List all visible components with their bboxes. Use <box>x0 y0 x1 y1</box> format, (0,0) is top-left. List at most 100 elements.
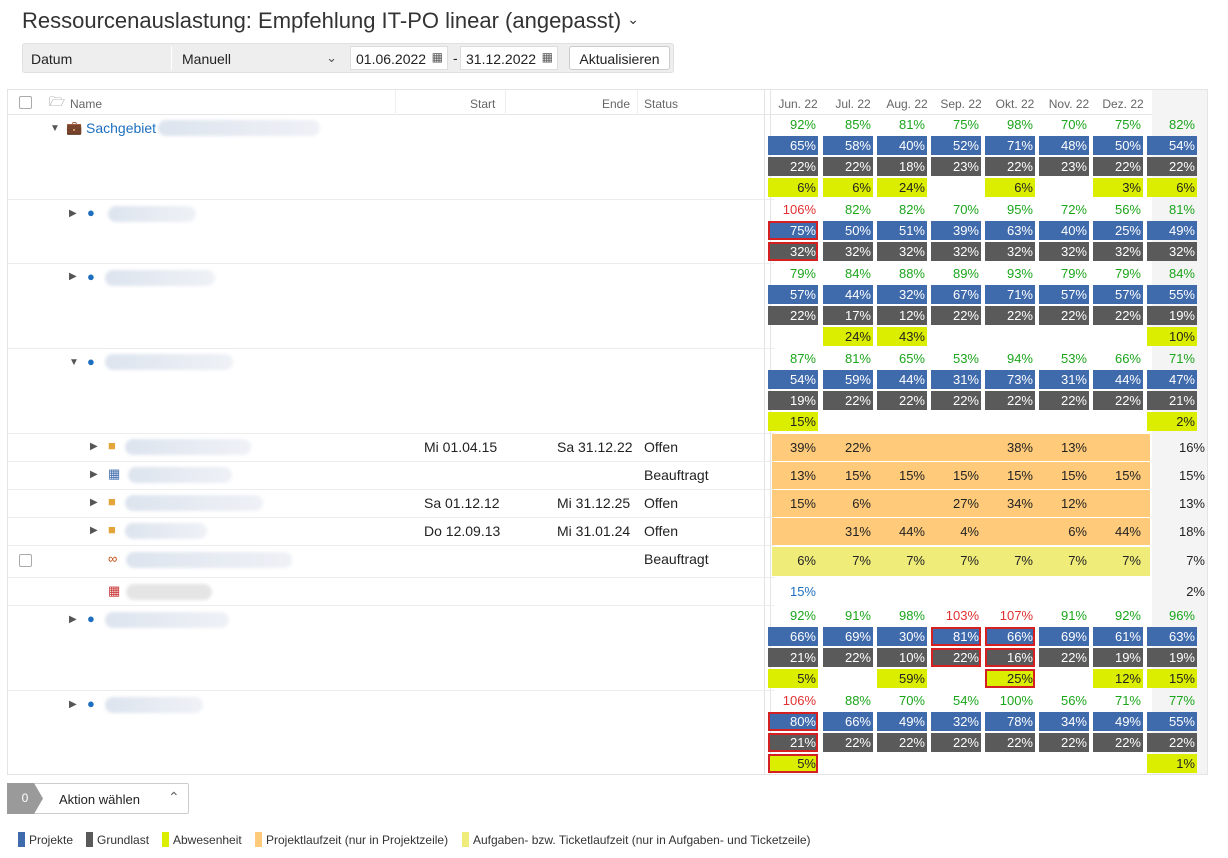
load-cell[interactable]: 75% <box>768 221 818 240</box>
load-cell[interactable]: 6% <box>768 178 818 197</box>
load-cell[interactable]: 50% <box>823 221 873 240</box>
load-cell[interactable]: 91% <box>1060 608 1087 623</box>
load-cell[interactable]: 22% <box>877 733 927 752</box>
load-cell[interactable]: 88% <box>844 693 871 708</box>
load-cell[interactable]: 75% <box>1114 117 1141 132</box>
project-load-cell[interactable]: 15% <box>898 468 925 483</box>
date-from-input[interactable]: 01.06.2022 ▦ <box>350 46 448 70</box>
load-cell[interactable]: 58% <box>823 136 873 155</box>
load-cell[interactable]: 48% <box>1039 136 1089 155</box>
load-cell[interactable]: 89% <box>952 266 979 281</box>
load-cell[interactable]: 22% <box>823 157 873 176</box>
load-cell[interactable]: 22% <box>1093 306 1143 325</box>
load-cell[interactable]: 66% <box>768 627 818 646</box>
load-cell[interactable]: 49% <box>1093 712 1143 731</box>
load-cell[interactable]: 25% <box>1093 221 1143 240</box>
load-cell[interactable]: 52% <box>931 136 981 155</box>
project-load-cell[interactable]: 39% <box>789 440 816 455</box>
load-cell[interactable]: 70% <box>952 202 979 217</box>
col-end-header[interactable]: Ende <box>602 97 631 111</box>
load-cell[interactable]: 19% <box>1147 306 1197 325</box>
expand-toggle[interactable]: ▶ <box>69 271 77 282</box>
load-cell[interactable]: 82% <box>844 202 871 217</box>
col-name-header[interactable]: Name <box>70 97 103 111</box>
load-cell[interactable]: 19% <box>768 391 818 410</box>
load-cell[interactable]: 66% <box>985 627 1035 646</box>
load-cell[interactable]: 17% <box>823 306 873 325</box>
load-cell[interactable]: 75% <box>952 117 979 132</box>
load-cell[interactable]: 71% <box>985 136 1035 155</box>
load-cell[interactable]: 22% <box>823 648 873 667</box>
expand-toggle[interactable]: ▶ <box>90 497 98 508</box>
load-cell[interactable]: 22% <box>1093 157 1143 176</box>
load-cell[interactable]: 82% <box>1168 117 1195 132</box>
date-to-input[interactable]: 31.12.2022 ▦ <box>460 46 558 70</box>
load-cell[interactable]: 24% <box>823 327 873 346</box>
load-cell[interactable]: 81% <box>931 627 981 646</box>
load-cell[interactable]: 16% <box>985 648 1035 667</box>
load-cell[interactable]: 67% <box>931 285 981 304</box>
project-load-cell[interactable]: 31% <box>844 524 871 539</box>
project-load-cell[interactable]: 13% <box>1060 440 1087 455</box>
load-cell[interactable]: 22% <box>985 391 1035 410</box>
load-cell[interactable]: 22% <box>931 306 981 325</box>
load-cell[interactable]: 21% <box>1147 391 1197 410</box>
root-label[interactable]: Sachgebiet <box>86 120 157 136</box>
task-load-cell[interactable]: 7% <box>960 553 979 568</box>
load-cell[interactable]: 32% <box>931 712 981 731</box>
row-checkbox[interactable] <box>19 554 32 567</box>
project-load-cell[interactable]: 4% <box>960 524 979 539</box>
load-cell[interactable]: 59% <box>877 669 927 688</box>
load-cell[interactable]: 15% <box>768 412 818 431</box>
load-cell[interactable]: 32% <box>1093 242 1143 261</box>
load-cell[interactable]: 57% <box>1039 285 1089 304</box>
load-cell[interactable]: 32% <box>1039 242 1089 261</box>
load-cell[interactable]: 44% <box>823 285 873 304</box>
load-cell[interactable]: 73% <box>985 370 1035 389</box>
load-cell[interactable]: 98% <box>1006 117 1033 132</box>
load-cell[interactable]: 32% <box>877 285 927 304</box>
expand-toggle[interactable]: ▶ <box>90 525 98 536</box>
load-cell[interactable]: 93% <box>1006 266 1033 281</box>
load-cell[interactable]: 5% <box>768 669 818 688</box>
load-cell[interactable]: 87% <box>789 351 816 366</box>
load-cell[interactable]: 22% <box>985 306 1035 325</box>
load-cell[interactable]: 85% <box>844 117 871 132</box>
load-cell[interactable]: 24% <box>877 178 927 197</box>
load-cell[interactable]: 71% <box>1168 351 1195 366</box>
mode-select[interactable]: Manuell ⌄ <box>171 46 341 70</box>
project-load-cell[interactable]: 27% <box>952 496 979 511</box>
load-cell[interactable]: 78% <box>985 712 1035 731</box>
load-cell[interactable]: 51% <box>877 221 927 240</box>
load-cell[interactable]: 30% <box>877 627 927 646</box>
load-cell[interactable]: 100% <box>999 693 1033 708</box>
load-cell[interactable]: 92% <box>789 608 816 623</box>
load-cell[interactable]: 32% <box>768 242 818 261</box>
load-cell[interactable]: 63% <box>1147 627 1197 646</box>
project-load-cell[interactable]: 38% <box>1006 440 1033 455</box>
task-load-cell[interactable]: 7% <box>1014 553 1033 568</box>
load-cell[interactable]: 31% <box>1039 370 1089 389</box>
project-load-cell[interactable]: 16% <box>1178 440 1205 455</box>
load-cell[interactable]: 32% <box>985 242 1035 261</box>
load-cell[interactable]: 5% <box>768 754 818 773</box>
load-cell[interactable]: 10% <box>1147 327 1197 346</box>
load-cell[interactable]: 63% <box>985 221 1035 240</box>
load-cell[interactable]: 54% <box>952 693 979 708</box>
expand-toggle[interactable]: ▶ <box>69 208 77 219</box>
load-cell[interactable]: 25% <box>985 669 1035 688</box>
absence-load-cell[interactable]: 2% <box>1186 584 1205 599</box>
load-cell[interactable]: 6% <box>985 178 1035 197</box>
load-cell[interactable]: 54% <box>768 370 818 389</box>
load-cell[interactable]: 82% <box>898 202 925 217</box>
load-cell[interactable]: 12% <box>877 306 927 325</box>
load-cell[interactable]: 18% <box>877 157 927 176</box>
project-load-cell[interactable]: 12% <box>1060 496 1087 511</box>
load-cell[interactable]: 40% <box>877 136 927 155</box>
expand-toggle[interactable]: ▶ <box>69 699 77 710</box>
load-cell[interactable]: 70% <box>898 693 925 708</box>
load-cell[interactable]: 69% <box>823 627 873 646</box>
load-cell[interactable]: 22% <box>1039 733 1089 752</box>
load-cell[interactable]: 79% <box>1060 266 1087 281</box>
load-cell[interactable]: 10% <box>877 648 927 667</box>
